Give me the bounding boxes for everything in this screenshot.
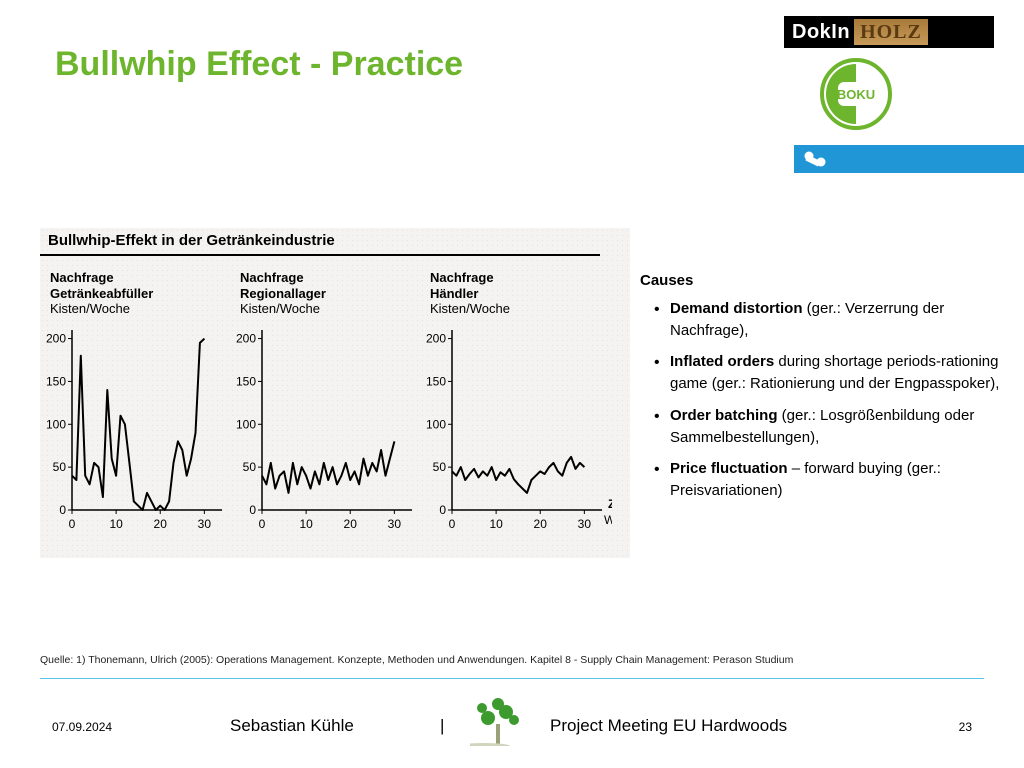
cause-item: Order batching (ger.: Losgrößenbildung o… — [654, 405, 1010, 449]
svg-text:200: 200 — [426, 332, 446, 346]
svg-text:150: 150 — [46, 374, 66, 388]
footer-page-number: 23 — [959, 720, 972, 734]
causes-list: Demand distortion (ger.: Verzerrung der … — [640, 298, 1010, 502]
footer-project: Project Meeting EU Hardwoods — [550, 716, 787, 736]
tree-logo-icon — [470, 696, 526, 746]
svg-text:30: 30 — [388, 517, 402, 531]
svg-text:20: 20 — [154, 517, 168, 531]
dokin-holz-logo: DokIn HOLZ — [784, 16, 994, 48]
causes-heading: Causes — [640, 270, 1010, 292]
slide-title: Bullwhip Effect - Practice — [55, 45, 463, 84]
subchart-title: NachfrageHändlerKisten/Woche — [430, 270, 510, 317]
svg-text:150: 150 — [426, 374, 446, 388]
dokin-logo-right: HOLZ — [854, 19, 928, 45]
svg-text:50: 50 — [243, 460, 257, 474]
footer-rule — [40, 678, 984, 679]
chart-panel: Bullwhip-Effekt in der Getränkeindustrie… — [40, 228, 630, 558]
footer: 07.09.2024 Sebastian Kühle | Project Mee… — [0, 690, 1024, 750]
svg-text:20: 20 — [534, 517, 548, 531]
svg-text:10: 10 — [109, 517, 123, 531]
dokin-logo-left: DokIn — [792, 21, 850, 44]
subchart-title: NachfrageRegionallagerKisten/Woche — [240, 270, 326, 317]
footer-date: 07.09.2024 — [52, 720, 112, 734]
svg-text:30: 30 — [198, 517, 212, 531]
svg-text:100: 100 — [426, 417, 446, 431]
footer-author: Sebastian Kühle — [230, 716, 354, 736]
chart-heading-rule — [40, 254, 600, 256]
svg-text:200: 200 — [236, 332, 256, 346]
boku-logo: BOKU — [818, 56, 894, 132]
subchart-abfueller: 0 50 100 150 200 0 10 20 30 — [44, 326, 232, 534]
svg-text:10: 10 — [299, 517, 313, 531]
subchart-title: NachfrageGetränkeabfüllerKisten/Woche — [50, 270, 153, 317]
cause-item: Demand distortion (ger.: Verzerrung der … — [654, 298, 1010, 342]
svg-text:100: 100 — [46, 417, 66, 431]
svg-text:0: 0 — [449, 517, 456, 531]
svg-text:0: 0 — [259, 517, 266, 531]
svg-text:10: 10 — [489, 517, 503, 531]
svg-text:100: 100 — [236, 417, 256, 431]
footer-separator: | — [440, 716, 444, 736]
source-citation: Quelle: 1) Thonemann, Ulrich (2005): Ope… — [40, 654, 793, 666]
subchart-haendler: 0 50 100 150 200 0 10 20 30 Zeit Wochen — [424, 326, 612, 534]
svg-text:50: 50 — [433, 460, 447, 474]
causes-block: Causes Demand distortion (ger.: Verzerru… — [640, 270, 1010, 512]
svg-text:Zeit: Zeit — [608, 497, 612, 511]
svg-text:50: 50 — [53, 460, 67, 474]
subchart-regionallager: 0 50 100 150 200 0 10 20 30 — [234, 326, 422, 534]
svg-text:0: 0 — [69, 517, 76, 531]
svg-text:200: 200 — [46, 332, 66, 346]
svg-text:20: 20 — [344, 517, 358, 531]
svg-text:0: 0 — [249, 503, 256, 517]
chart-heading: Bullwhip-Effekt in der Getränkeindustrie — [48, 232, 335, 249]
svg-text:0: 0 — [59, 503, 66, 517]
cause-item: Inflated orders during shortage periods-… — [654, 351, 1010, 395]
boku-logo-text: BOKU — [837, 87, 875, 102]
blue-accent-bar — [794, 145, 1024, 173]
svg-text:Wochen: Wochen — [604, 513, 612, 527]
cause-item: Price fluctuation – forward buying (ger.… — [654, 458, 1010, 502]
svg-text:150: 150 — [236, 374, 256, 388]
svg-text:30: 30 — [578, 517, 592, 531]
svg-text:0: 0 — [439, 503, 446, 517]
